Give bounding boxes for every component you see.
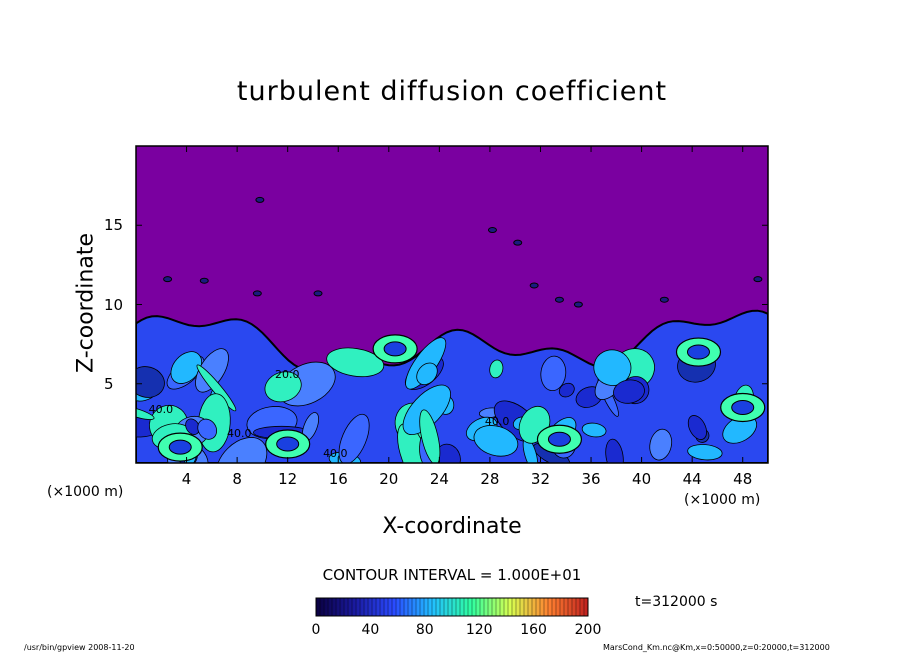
detached-blob — [753, 276, 763, 283]
eddy-core — [276, 436, 300, 452]
turbulent-cell — [264, 371, 302, 403]
x-tick-label: 24 — [429, 470, 449, 488]
x-tick-label: 20 — [379, 470, 399, 488]
x-tick-label: 44 — [682, 470, 702, 488]
turbulent-cell — [170, 351, 203, 384]
turbulent-cell — [489, 359, 504, 379]
footer-command-date: /usr/bin/gpview 2008-11-20 — [24, 643, 135, 652]
colorbar-tick-label: 120 — [465, 622, 493, 638]
turbulent-cell — [195, 348, 229, 393]
eddy-core — [168, 439, 192, 455]
turbulent-cell — [558, 382, 575, 398]
x-tick-label: 40 — [632, 470, 652, 488]
turbulent-cell — [196, 364, 237, 412]
colorbar-tick-label: 0 — [311, 622, 321, 638]
turbulent-cell — [326, 347, 385, 378]
detached-blob — [529, 282, 539, 289]
colorbar-tick-label: 160 — [520, 622, 547, 638]
y-tick-label: 15 — [104, 216, 124, 235]
contour-label: 40.0 — [148, 402, 174, 416]
turbulent-cell — [473, 425, 519, 457]
x-unit-label-right: (×1000 m) — [684, 492, 761, 508]
detached-blob — [313, 290, 323, 297]
detached-blob — [513, 239, 523, 246]
turbulent-cell — [687, 444, 723, 461]
detached-blob — [573, 301, 583, 308]
turbulent-cell — [416, 362, 438, 385]
heatmap-field — [136, 146, 768, 463]
x-tick-label: 8 — [232, 470, 242, 488]
y-tick-label: 10 — [104, 295, 124, 314]
contour-label: 40.0 — [323, 447, 348, 461]
detached-blob — [255, 196, 265, 203]
eddy-core — [383, 341, 407, 357]
x-tick-label: 12 — [278, 470, 298, 488]
turbulent-cell — [581, 422, 607, 438]
colorbar — [315, 597, 589, 617]
x-tick-label: 36 — [581, 470, 601, 488]
colorbar-tick-label: 80 — [415, 622, 434, 638]
colorbar-tick-label: 40 — [361, 622, 380, 638]
contour-label: 40.0 — [484, 415, 510, 429]
detached-blob — [659, 296, 669, 303]
turbulent-cell — [605, 438, 624, 463]
axis-ticks — [136, 146, 768, 463]
contour-interval-label: CONTOUR INTERVAL = 1.000E+01 — [322, 566, 582, 584]
detached-blob — [554, 296, 564, 303]
y-tick-label: 5 — [104, 374, 114, 393]
turbulent-cell — [185, 418, 200, 435]
turbulent-cell — [593, 349, 632, 386]
y-axis-label: Z-coordinate — [73, 233, 99, 373]
boundary-layer — [136, 309, 768, 463]
contour-label: 20.0 — [275, 367, 300, 381]
turbulent-cell — [402, 384, 451, 435]
x-unit-label-left: (×1000 m) — [47, 484, 124, 500]
turbulent-cell — [197, 418, 218, 440]
colorbar-tick-label: 200 — [574, 622, 602, 638]
x-tick-label: 28 — [480, 470, 500, 488]
detached-blob — [252, 290, 262, 297]
time-label: t=312000 s — [635, 594, 718, 610]
chart-title: turbulent diffusion coefficient — [236, 76, 668, 107]
detached-blob — [163, 276, 173, 283]
turbulent-cell — [687, 415, 707, 440]
colorbar-frame — [315, 597, 589, 617]
detached-blob — [199, 277, 209, 284]
footer-file-info: MarsCond_Km.nc@Km,x=0:50000,z=0:20000,t=… — [603, 643, 830, 652]
turbulent-cell — [649, 428, 673, 461]
x-axis-label: X-coordinate — [382, 514, 522, 539]
turbulent-cell — [419, 409, 441, 463]
turbulent-cell — [338, 413, 370, 463]
turbulent-cell — [613, 379, 645, 404]
turbulent-cell — [136, 366, 165, 398]
eddy-core — [731, 400, 755, 416]
contour-label: 40.0 — [227, 426, 252, 440]
detached-blob — [487, 227, 497, 234]
x-tick-label: 32 — [530, 470, 551, 488]
eddy-core — [547, 431, 571, 447]
eddy-core — [686, 344, 710, 360]
x-tick-label: 16 — [328, 470, 348, 488]
turbulent-cell — [540, 355, 567, 392]
x-tick-label: 4 — [181, 470, 192, 488]
x-tick-label: 48 — [733, 470, 753, 488]
